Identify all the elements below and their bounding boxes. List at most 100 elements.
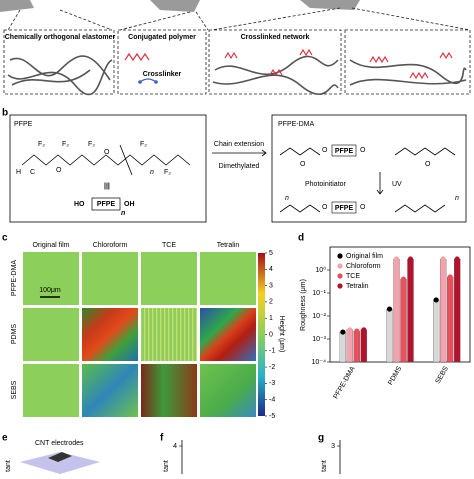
row-label: PFPE-DMA: [11, 260, 18, 297]
bracket: [331, 144, 357, 157]
row-label: SEBS: [11, 380, 18, 399]
y-tick-label: 10⁰: [315, 266, 326, 274]
height-map: [141, 364, 197, 417]
label: Crosslinked network: [241, 34, 310, 41]
bar-dot: [407, 256, 414, 262]
label: CNT electrodes: [35, 440, 84, 447]
colorbar-tick-label: 1: [269, 315, 273, 322]
colorbar: [258, 253, 265, 416]
height-map: [23, 252, 79, 305]
legend-label: Chloroform: [346, 263, 381, 270]
height-map: [82, 364, 138, 417]
bar-dot: [340, 329, 346, 335]
bar: [393, 258, 400, 363]
atom: F₂: [62, 141, 69, 148]
colorbar-tick-label: -5: [269, 413, 275, 420]
atom: F₂: [140, 141, 147, 148]
polymer-chains: [124, 48, 453, 80]
atom: O: [322, 204, 328, 211]
x-tick-label: PFPE-DMA: [333, 365, 357, 400]
box: [117, 29, 207, 95]
y-axis-label: Roughness (μm): [300, 279, 307, 331]
bar: [339, 331, 346, 363]
panel-label: c: [2, 233, 8, 244]
height-map: [141, 308, 197, 361]
panel-label: f: [160, 433, 164, 444]
atom: HO: [74, 201, 85, 208]
panels-efg: e CNT electrodes tant f tant g tant: [2, 433, 341, 474]
title: PFPE-DMA: [278, 121, 315, 128]
bar-dot: [354, 328, 360, 334]
zoom-lines: [7, 7, 471, 31]
legend-marker: [337, 263, 343, 269]
atom: n: [121, 210, 125, 217]
atom: OH: [124, 201, 135, 208]
condition: UV: [392, 181, 402, 188]
legend-label: Tetralin: [346, 283, 369, 290]
y-axis-label: tant: [163, 460, 170, 472]
bracket: [331, 201, 357, 214]
bar-dot: [447, 274, 453, 280]
atom: O: [360, 147, 366, 154]
atom: PFPE: [335, 205, 354, 212]
legend-marker: [337, 283, 343, 289]
label: Crosslinker: [143, 71, 182, 78]
y-axis-label: tant: [321, 460, 328, 472]
y-tick-label: 4: [173, 443, 177, 450]
bar-dot: [400, 276, 407, 282]
x-tick-label: PDMS: [387, 365, 403, 386]
legend-marker: [337, 253, 343, 259]
colorbar-tick-label: 4: [269, 266, 273, 273]
height-map: [23, 364, 79, 417]
bar: [353, 330, 360, 363]
y-tick-label: 10⁻¹: [312, 290, 326, 297]
colorbar-tick-label: 2: [269, 299, 273, 306]
atom: O: [104, 149, 110, 156]
y-tick-label: 10⁻²: [312, 313, 326, 320]
bar: [360, 329, 367, 363]
box: [344, 29, 471, 95]
colorbar-tick-label: 3: [269, 282, 273, 289]
bar-dot: [347, 327, 353, 333]
height-map: [200, 252, 256, 305]
atom: F₂: [38, 141, 45, 148]
height-map: [82, 252, 138, 305]
atom: n: [455, 195, 459, 202]
row-label: PDMS: [11, 324, 18, 345]
crosslinker-end: [138, 80, 142, 84]
bar: [400, 279, 407, 363]
height-map: [200, 308, 256, 361]
height-map: [82, 308, 138, 361]
box: [3, 29, 115, 95]
box: [208, 29, 342, 95]
title: PFPE: [14, 121, 33, 128]
skeleton: [21, 144, 191, 176]
column-header: TCE: [162, 242, 176, 249]
legend-label: Original film: [346, 253, 383, 260]
scale-bar-label: 100μm: [39, 287, 61, 294]
x-tick-label: SEBS: [435, 365, 451, 385]
atom: O: [360, 204, 366, 211]
bar-dot: [386, 306, 393, 312]
electrode-sketch: [48, 452, 72, 462]
y-tick-label: 10⁻⁴: [312, 359, 327, 366]
bracket: [91, 197, 121, 211]
atom: H: [16, 169, 21, 176]
bar: [346, 329, 353, 363]
bar-dot: [440, 256, 446, 262]
atom: PFPE: [97, 201, 116, 208]
column-header: Original film: [33, 242, 70, 249]
atom: O: [56, 167, 62, 174]
bar-dot: [393, 256, 400, 262]
colorbar-tick-label: -4: [269, 397, 275, 404]
colorbar-label: Height (μm): [278, 316, 285, 353]
atom: PFPE: [335, 148, 354, 155]
atom: C: [30, 169, 35, 176]
elastomer-chains: [7, 55, 113, 96]
panel-label: d: [298, 233, 304, 244]
atom: n: [150, 169, 154, 176]
device-sketch: [20, 452, 100, 474]
height-map: [141, 252, 197, 305]
bar-dot: [454, 256, 460, 262]
